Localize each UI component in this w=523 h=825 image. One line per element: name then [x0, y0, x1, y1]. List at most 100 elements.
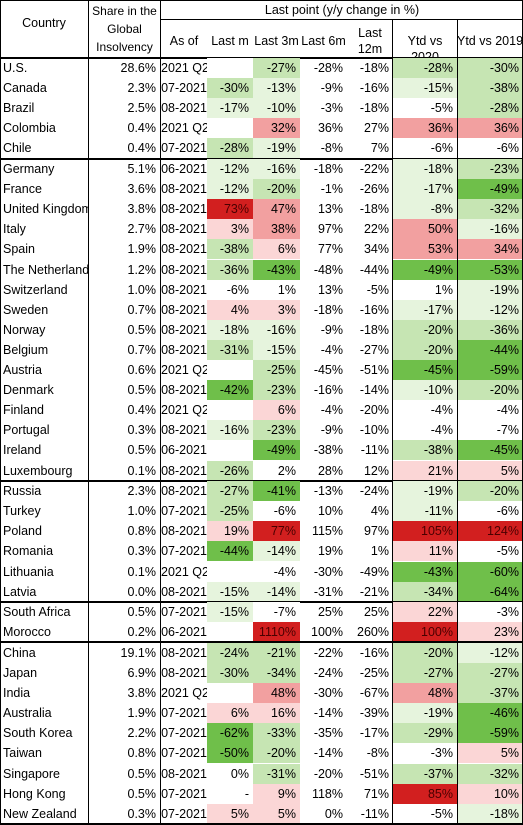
header-last-6m: Last 6m [301, 34, 346, 48]
cell-m6: -48% [313, 262, 343, 277]
cell-share: 6.9% [127, 666, 157, 680]
cell-m6: 0% [324, 806, 343, 821]
cell-m6: -8% [320, 141, 343, 156]
cell-m3: -7% [253, 602, 300, 623]
cell-country: Sweden [3, 302, 49, 317]
cell-y19: 36% [457, 118, 523, 139]
cell-y20: -19% [393, 481, 457, 502]
cell-as_of: 08-2021 [161, 766, 207, 781]
cell-m12: -25% [359, 666, 389, 680]
cell-share: 0.8% [127, 524, 157, 539]
cell-m12: -18% [359, 322, 389, 337]
cell-share: 0.5% [127, 766, 157, 781]
cell-m: 6% [207, 703, 253, 724]
cell-m: -36% [207, 259, 253, 280]
cell-y20: 11% [393, 541, 457, 562]
cell-m6: -4% [320, 403, 343, 418]
cell-m6: -9% [320, 423, 343, 438]
cell-m [207, 118, 253, 139]
cell-m3: -23% [253, 420, 300, 441]
cell-y20: 21% [393, 460, 457, 481]
cell-m12: -10% [359, 423, 389, 438]
cell-y19: -6% [457, 501, 523, 522]
cell-m12: -11% [360, 806, 389, 821]
cell-share: 0.1% [127, 564, 157, 579]
cell-m6: 13% [317, 282, 343, 297]
cell-share: 5.1% [127, 162, 157, 176]
cell-m: -18% [207, 319, 253, 340]
cell-m3: 48% [253, 683, 300, 704]
cell-m6: 19% [317, 544, 343, 559]
cell-country: Japan [3, 666, 38, 680]
cell-m6: -9% [320, 81, 343, 96]
header-group: Last point (y/y change in %) [264, 3, 420, 17]
cell-y19: -16% [457, 219, 523, 240]
cell-y20: -18% [393, 159, 457, 180]
header-last-m: Last m [211, 34, 249, 48]
cell-share: 0.5% [127, 786, 157, 801]
cell-y20: -20% [393, 319, 457, 340]
cell-as_of: 06-2021 [161, 443, 207, 458]
cell-m3: 9% [253, 783, 300, 804]
cell-m6: 25% [317, 605, 343, 620]
cell-as_of: 06-2021 [161, 625, 207, 640]
cell-y20: 100% [393, 622, 457, 643]
cell-country: Turkey [3, 504, 41, 519]
cell-as_of: 08-2021 [161, 342, 207, 357]
cell-country: Singapore [3, 766, 60, 781]
cell-m3: -21% [253, 642, 300, 663]
cell-y19: -59% [457, 360, 523, 381]
cell-as_of: 08-2021 [161, 383, 207, 398]
cell-country: Spain [3, 242, 35, 257]
header-group-line [161, 19, 523, 20]
cell-y19: -32% [457, 199, 523, 220]
cell-y19: 34% [457, 239, 523, 260]
cell-m: 5% [207, 803, 253, 824]
cell-m6: -35% [313, 726, 343, 741]
cell-share: 1.0% [127, 282, 157, 297]
cell-y20: -34% [393, 581, 457, 602]
cell-country: Norway [3, 322, 46, 337]
cell-m12: -27% [359, 342, 389, 357]
cell-country: Chile [3, 141, 32, 156]
header-last-12m: Last 12m [357, 26, 383, 56]
cell-as_of: 07-2021 [161, 141, 207, 156]
cell-share: 0.5% [127, 322, 157, 337]
cell-as_of: 08-2021 [161, 282, 207, 297]
cell-m: 4% [207, 299, 253, 320]
cell-m3: -10% [253, 98, 300, 119]
cell-m12: -22% [359, 162, 389, 176]
cell-country: France [3, 182, 42, 197]
cell-y20: 48% [393, 683, 457, 704]
cell-m12: 7% [370, 141, 389, 156]
cell-share: 1.9% [127, 706, 157, 721]
cell-share: 0.8% [127, 746, 157, 761]
cell-m12: -18% [359, 101, 389, 116]
cell-country: Russia [3, 484, 42, 499]
cell-m: -42% [207, 380, 253, 401]
cell-m3: -25% [253, 360, 300, 381]
cell-country: Luxembourg [3, 463, 73, 478]
cell-y20: 85% [393, 783, 457, 804]
cell-as_of: 2021 Q2 [161, 403, 207, 418]
cell-m: -30% [207, 78, 253, 99]
cell-m: -15% [207, 581, 253, 602]
cell-share: 3.8% [127, 686, 157, 701]
cell-y19: -30% [457, 58, 523, 79]
cell-m3: 1% [253, 279, 300, 300]
cell-y19: 10% [457, 783, 523, 804]
cell-share: 0.5% [127, 443, 157, 458]
cell-share: 0.5% [127, 383, 157, 398]
cell-y19: -44% [457, 339, 523, 360]
cell-m: 19% [207, 521, 253, 542]
cell-m [207, 360, 253, 381]
cell-m: -50% [207, 743, 253, 764]
cell-as_of: 07-2021 [161, 786, 207, 801]
cell-country: South Korea [3, 726, 73, 741]
cell-m: - [207, 783, 253, 804]
cell-m12: -51% [359, 363, 389, 377]
cell-as_of: 2021 Q2 [161, 61, 207, 75]
cell-m [207, 622, 253, 643]
cell-share: 19.1% [120, 645, 156, 660]
cell-m12: -51% [359, 766, 389, 781]
